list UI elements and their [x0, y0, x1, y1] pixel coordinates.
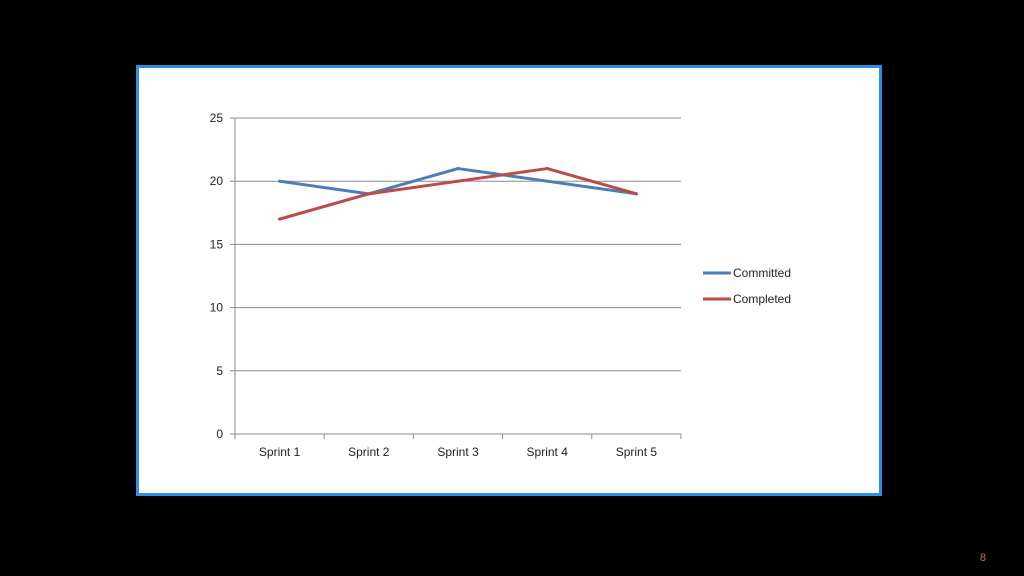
- x-tick-label: Sprint 2: [348, 445, 390, 459]
- y-tick-label: 25: [210, 111, 224, 125]
- data-point-completed: [545, 167, 549, 171]
- x-tick-label: Sprint 4: [527, 445, 569, 459]
- legend-label-committed: Committed: [733, 266, 791, 280]
- data-point-completed: [278, 217, 282, 221]
- y-tick-label: 15: [210, 237, 224, 251]
- y-tick-label: 0: [216, 427, 223, 441]
- data-point-committed: [456, 167, 460, 171]
- data-point-committed: [545, 179, 549, 183]
- page-number: 8: [979, 552, 986, 564]
- gridlines: [235, 117, 681, 435]
- data-point-completed: [456, 179, 460, 183]
- series-lines: [278, 167, 638, 221]
- y-tick-label: 10: [210, 301, 224, 315]
- axes: [230, 117, 682, 439]
- data-point-completed: [634, 192, 638, 196]
- x-tick-labels: Sprint 1 Sprint 2 Sprint 3 Sprint 4 Sprint 5: [259, 445, 657, 459]
- chart-frame: 0 5 10 15 20 25 Sprint 1 Sprint 2 Sprint 3 Sprin…: [136, 65, 882, 496]
- x-tick-label: Sprint 5: [616, 445, 658, 459]
- x-tick-label: Sprint 3: [437, 445, 479, 459]
- legend: Committed Completed: [703, 266, 791, 306]
- legend-label-completed: Completed: [733, 292, 791, 306]
- series-line-completed: [278, 167, 638, 221]
- x-tick-label: Sprint 1: [259, 445, 301, 459]
- data-point-committed: [278, 179, 282, 183]
- y-tick-label: 20: [210, 174, 224, 188]
- y-tick-label: 5: [216, 364, 223, 378]
- data-point-completed: [367, 192, 371, 196]
- y-tick-labels: 0 5 10 15 20 25: [210, 111, 224, 441]
